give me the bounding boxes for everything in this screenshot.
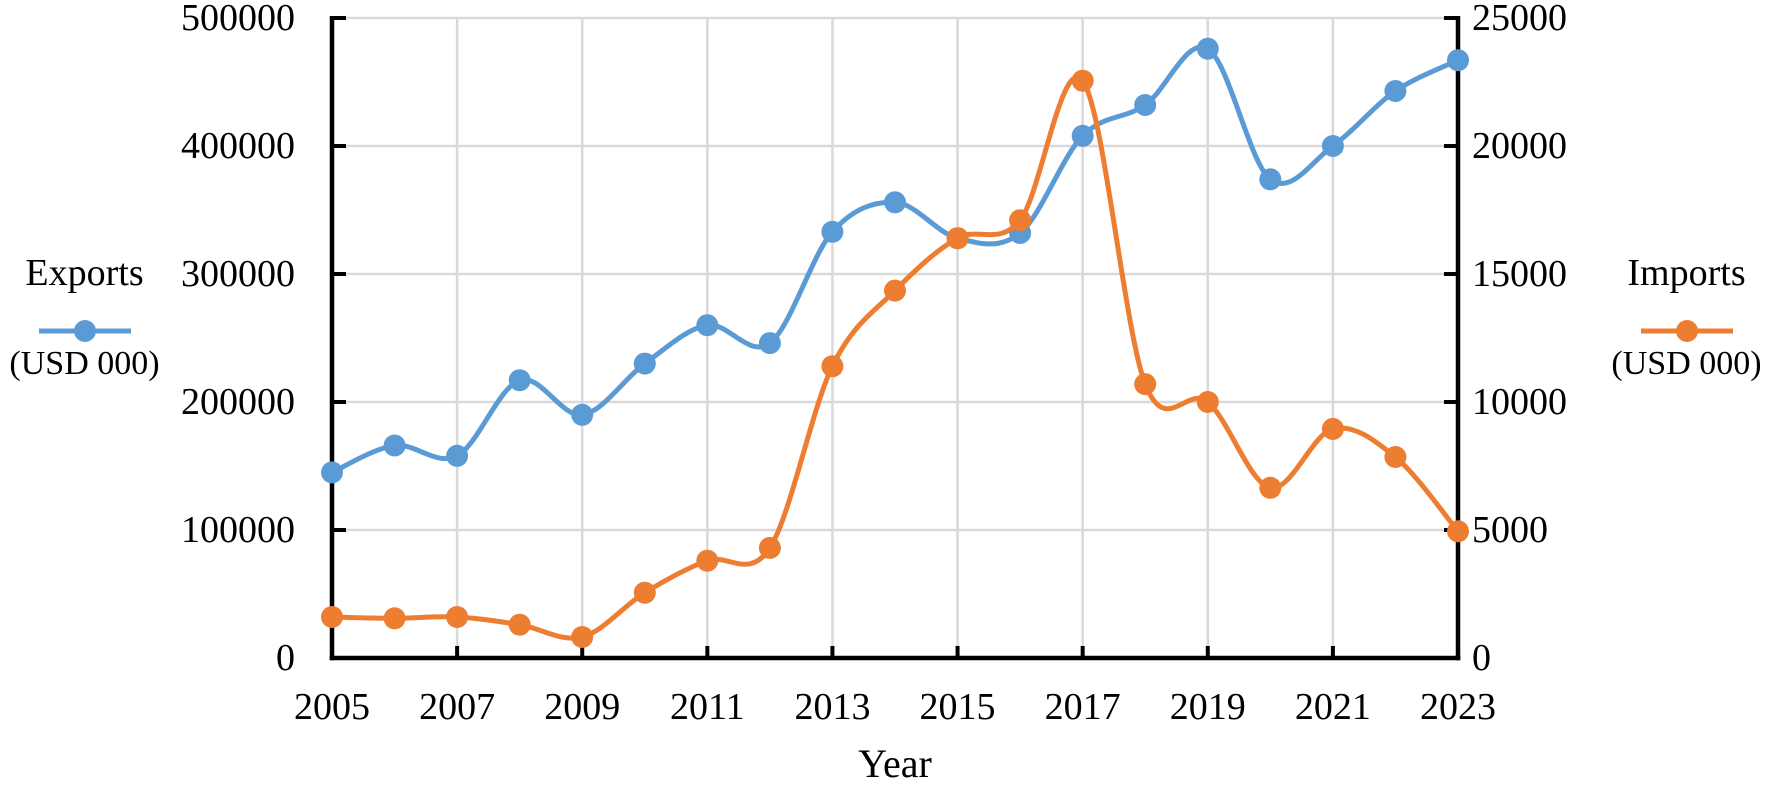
- y-right-tick-label: 0: [1472, 637, 1491, 679]
- y-right-tick-label: 15000: [1472, 253, 1567, 295]
- exports-marker: [1259, 168, 1282, 191]
- y-right-tick-label: 20000: [1472, 125, 1567, 167]
- imports-marker: [633, 581, 656, 604]
- imports-marker: [884, 279, 906, 302]
- legend-imports-title: Imports: [1627, 252, 1746, 294]
- exports-legend-swatch: [38, 320, 131, 342]
- x-tick-label: 2013: [794, 686, 870, 728]
- imports-marker: [1071, 69, 1094, 92]
- imports-marker: [383, 607, 406, 630]
- imports-legend-marker-icon: [1675, 320, 1698, 342]
- exports-marker: [1134, 94, 1157, 116]
- imports-marker: [1259, 476, 1282, 499]
- imports-marker: [946, 227, 969, 250]
- exports-marker: [1071, 124, 1094, 147]
- exports-legend-marker-icon: [73, 320, 96, 342]
- imports-marker: [696, 549, 719, 572]
- x-tick-label: 2011: [670, 686, 745, 728]
- legend-exports-units: (USD 000): [9, 345, 160, 382]
- y-left-tick-label: 500000: [181, 0, 295, 39]
- imports-marker: [446, 606, 469, 628]
- imports-marker: [1447, 520, 1469, 543]
- exports-marker: [633, 352, 656, 375]
- x-tick-label: 2009: [544, 686, 620, 728]
- x-axis-title: Year: [858, 741, 932, 786]
- x-tick-label: 2007: [419, 686, 495, 728]
- x-tick-label: 2017: [1045, 686, 1121, 728]
- y-left-tick-label: 0: [276, 637, 295, 679]
- exports-marker: [446, 444, 469, 467]
- imports-marker: [571, 626, 594, 648]
- imports-marker: [1009, 209, 1032, 232]
- imports-marker: [758, 536, 781, 559]
- imports-marker: [508, 613, 531, 636]
- imports-marker: [1196, 391, 1219, 413]
- x-tick-label: 2005: [294, 686, 370, 728]
- imports-marker: [1384, 446, 1407, 468]
- legend-exports: Exports (USD 000): [0, 250, 172, 384]
- legend-imports: Imports (USD 000): [1599, 250, 1770, 384]
- exports-marker: [1384, 80, 1407, 102]
- exports-marker: [508, 369, 531, 392]
- y-left-tick-label: 100000: [181, 509, 295, 551]
- y-right-tick-label: 25000: [1472, 0, 1567, 39]
- y-left-tick-label: 400000: [181, 125, 295, 167]
- imports-line: [329, 74, 1461, 641]
- exports-marker: [758, 332, 781, 355]
- exports-marker: [571, 403, 594, 426]
- imports-marker: [1134, 373, 1157, 396]
- y-right-tick-label: 10000: [1472, 381, 1567, 423]
- x-tick-label: 2021: [1295, 686, 1371, 728]
- exports-marker: [321, 461, 343, 484]
- y-left-tick-label: 200000: [181, 381, 295, 423]
- imports-marker: [821, 355, 844, 378]
- x-tick-label: 2023: [1420, 686, 1496, 728]
- exports-marker: [1196, 37, 1219, 60]
- imports-marker: [321, 606, 343, 628]
- y-left-tick-label: 300000: [181, 253, 295, 295]
- x-tick-label: 2019: [1170, 686, 1246, 728]
- exports-marker: [1321, 135, 1344, 157]
- exports-marker: [383, 434, 406, 457]
- x-tick-label: 2015: [920, 686, 996, 728]
- exports-marker: [696, 314, 719, 337]
- y-right-tick-label: 5000: [1472, 509, 1548, 551]
- exports-marker: [884, 191, 906, 214]
- exports-marker: [1447, 49, 1469, 72]
- imports-marker: [1321, 417, 1344, 440]
- imports-legend-swatch: [1640, 320, 1733, 342]
- exports-line: [329, 44, 1461, 475]
- legend-exports-title: Exports: [25, 252, 144, 294]
- legend-imports-units: (USD 000): [1611, 345, 1762, 382]
- exports-marker: [821, 220, 844, 243]
